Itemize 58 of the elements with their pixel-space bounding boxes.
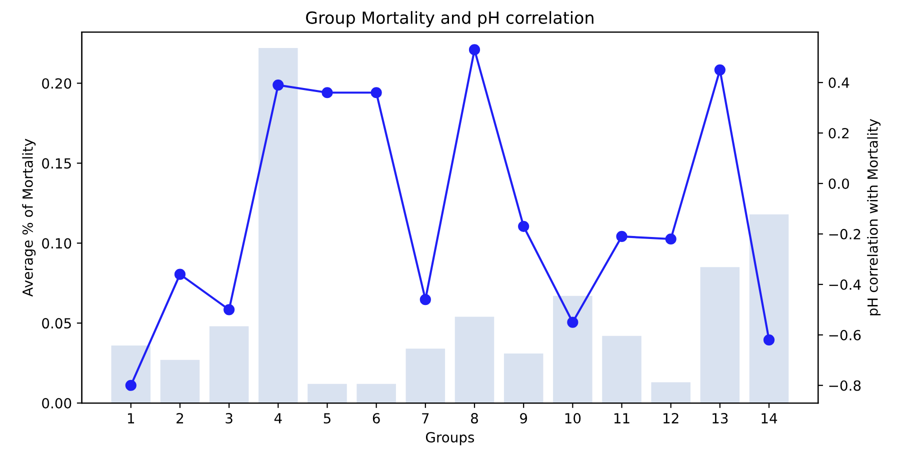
point <box>125 380 136 391</box>
point <box>322 87 333 98</box>
chart-title: Group Mortality and pH correlation <box>306 11 594 28</box>
bar <box>553 296 592 404</box>
point <box>272 80 284 91</box>
y2-tick-label: 0.2 <box>828 128 849 138</box>
x-tick-label: 8 <box>471 413 478 424</box>
point <box>616 230 628 242</box>
point <box>763 334 775 346</box>
x-axis-title: Groups <box>426 432 474 446</box>
x-tick-label: 10 <box>565 413 581 424</box>
bar <box>111 345 151 404</box>
point <box>370 87 382 98</box>
bar <box>160 360 200 404</box>
x-tick-label: 12 <box>664 413 678 424</box>
x-tick-label: 3 <box>226 413 232 424</box>
point <box>224 304 235 316</box>
y2-tick-label: −0.4 <box>829 279 861 290</box>
x-tick-label: 4 <box>274 413 282 424</box>
bar <box>700 267 740 404</box>
y2-tick-label: −0.2 <box>829 228 860 240</box>
x-tick-label: 11 <box>614 413 630 424</box>
bar <box>308 384 347 404</box>
x-tick-label: 13 <box>712 413 728 424</box>
point <box>567 316 578 328</box>
y-tick-label: 0.20 <box>42 78 72 89</box>
x-tick-label: 7 <box>422 413 429 424</box>
y-axis-title: Average % of Mortality <box>22 138 36 297</box>
x-tick-label: 14 <box>762 413 778 424</box>
y2-tick-label: 0.0 <box>828 178 849 189</box>
bar <box>602 336 642 404</box>
x-tick-label: 9 <box>520 413 528 424</box>
x-tick-label: 2 <box>176 413 184 424</box>
y-tick-label: 0.10 <box>42 238 72 249</box>
x-tick-label: 5 <box>324 413 330 424</box>
y2-tick-label: 0.4 <box>828 78 850 88</box>
point <box>665 233 676 245</box>
y2-tick-label: −0.6 <box>829 330 861 340</box>
y2-tick-label: −0.8 <box>829 380 861 391</box>
point <box>714 64 726 76</box>
bar <box>749 214 789 404</box>
y-tick-label: 0.05 <box>42 318 71 329</box>
point <box>518 220 530 232</box>
bar <box>356 384 396 404</box>
point <box>174 268 186 280</box>
point <box>468 44 480 56</box>
x-tick-label: 6 <box>372 413 380 424</box>
x-tick-label: 1 <box>128 413 134 424</box>
bar <box>406 348 446 404</box>
y2-axis-title: pH correlation with Mortality <box>867 118 881 316</box>
bar <box>504 353 544 404</box>
y-tick-label: 0.00 <box>42 398 72 409</box>
bar <box>651 382 690 404</box>
y-tick-label: 0.15 <box>42 158 71 169</box>
bar <box>209 326 249 404</box>
point <box>420 294 431 306</box>
bar <box>454 316 494 404</box>
bar <box>258 48 298 404</box>
